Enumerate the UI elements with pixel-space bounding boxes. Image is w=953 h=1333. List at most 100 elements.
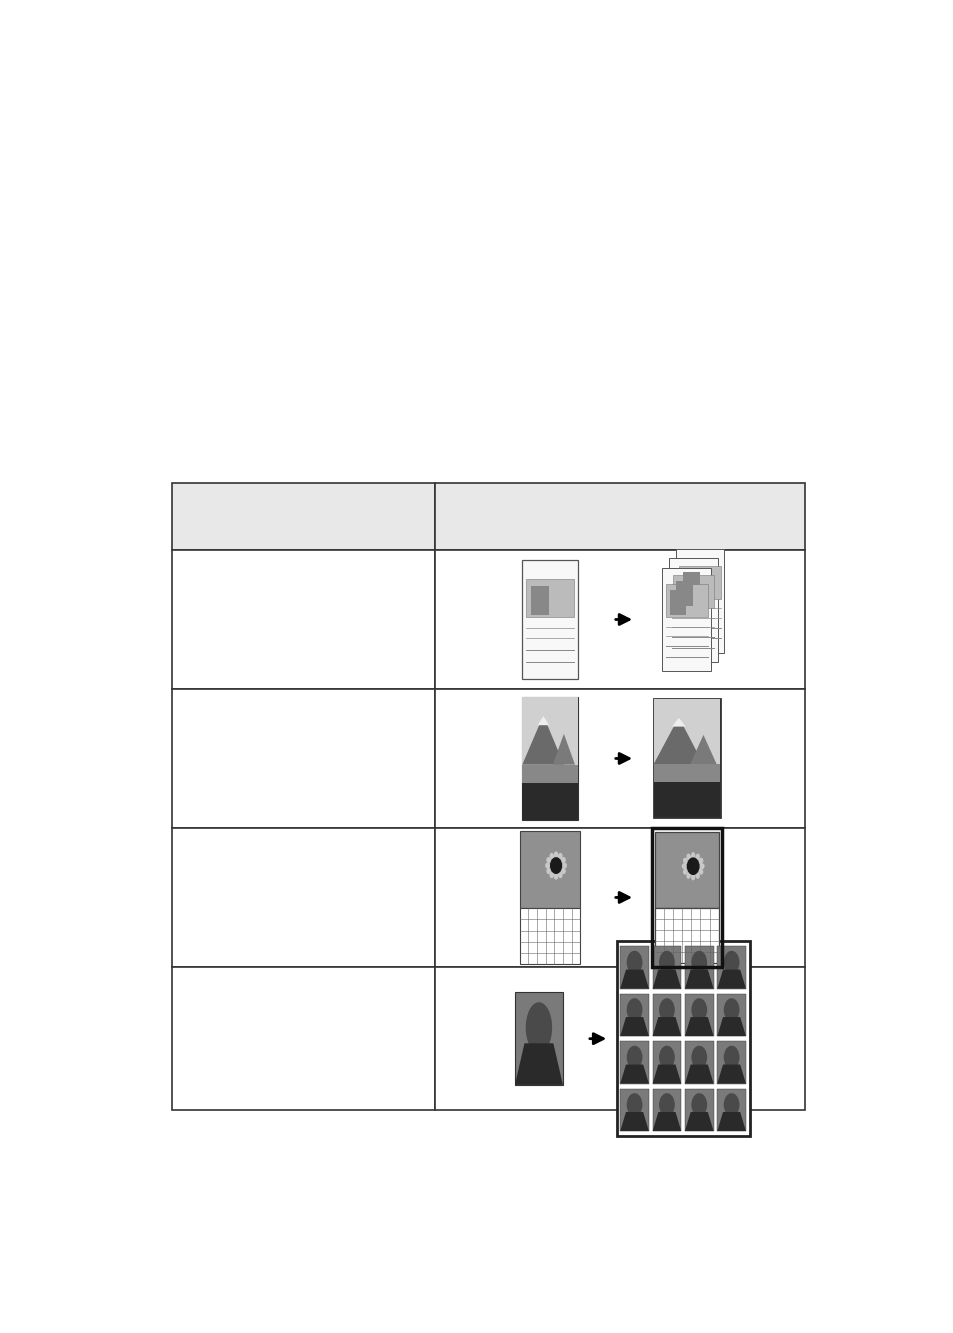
- Ellipse shape: [659, 1045, 674, 1069]
- Polygon shape: [652, 1017, 680, 1036]
- Bar: [616, 941, 749, 1136]
- Ellipse shape: [690, 873, 695, 880]
- Bar: [717, 1041, 745, 1084]
- Polygon shape: [684, 1017, 713, 1036]
- Polygon shape: [652, 1065, 680, 1084]
- Polygon shape: [684, 969, 713, 989]
- Bar: [668, 559, 717, 663]
- Ellipse shape: [686, 853, 690, 860]
- Bar: [684, 994, 713, 1036]
- Bar: [521, 697, 578, 820]
- Polygon shape: [717, 1112, 745, 1132]
- Bar: [652, 1089, 680, 1132]
- Polygon shape: [619, 1017, 648, 1036]
- Ellipse shape: [546, 857, 551, 864]
- Ellipse shape: [525, 1002, 552, 1053]
- Ellipse shape: [695, 872, 700, 878]
- Bar: [682, 572, 699, 597]
- Ellipse shape: [681, 864, 686, 869]
- Polygon shape: [521, 716, 563, 765]
- Bar: [172, 828, 435, 966]
- Polygon shape: [717, 1065, 745, 1084]
- Bar: [655, 832, 718, 908]
- Polygon shape: [689, 734, 716, 764]
- Ellipse shape: [558, 853, 562, 860]
- Polygon shape: [537, 716, 548, 725]
- Bar: [530, 587, 549, 615]
- Ellipse shape: [723, 950, 739, 974]
- Polygon shape: [619, 969, 648, 989]
- Polygon shape: [619, 1065, 648, 1084]
- Bar: [669, 591, 685, 616]
- Polygon shape: [552, 734, 575, 765]
- Ellipse shape: [691, 998, 706, 1021]
- Bar: [521, 697, 578, 765]
- Polygon shape: [652, 1112, 680, 1132]
- Circle shape: [686, 857, 699, 874]
- Ellipse shape: [682, 857, 687, 864]
- Bar: [172, 551, 435, 689]
- Ellipse shape: [695, 853, 700, 860]
- Ellipse shape: [554, 852, 558, 858]
- Bar: [619, 1089, 648, 1132]
- Bar: [619, 946, 648, 989]
- Bar: [435, 484, 804, 551]
- Ellipse shape: [549, 872, 554, 878]
- Ellipse shape: [560, 857, 565, 864]
- Bar: [717, 994, 745, 1036]
- Polygon shape: [652, 969, 680, 989]
- Ellipse shape: [554, 873, 558, 880]
- Ellipse shape: [659, 998, 674, 1021]
- Bar: [665, 584, 707, 617]
- Polygon shape: [717, 969, 745, 989]
- Bar: [519, 908, 579, 964]
- Bar: [521, 765, 578, 782]
- Ellipse shape: [626, 998, 641, 1021]
- Ellipse shape: [544, 862, 550, 869]
- Bar: [717, 1089, 745, 1132]
- Ellipse shape: [682, 868, 687, 874]
- Bar: [619, 994, 648, 1036]
- Bar: [172, 689, 435, 828]
- Bar: [435, 828, 804, 966]
- Bar: [684, 946, 713, 989]
- Bar: [653, 700, 720, 817]
- Bar: [675, 549, 723, 653]
- Ellipse shape: [686, 872, 690, 878]
- Bar: [651, 828, 720, 966]
- Polygon shape: [653, 717, 702, 764]
- Ellipse shape: [626, 1093, 641, 1117]
- Ellipse shape: [691, 950, 706, 974]
- Bar: [521, 560, 578, 678]
- Bar: [435, 966, 804, 1110]
- Ellipse shape: [690, 852, 695, 860]
- Bar: [435, 551, 804, 689]
- Ellipse shape: [698, 857, 702, 864]
- Polygon shape: [684, 1065, 713, 1084]
- Bar: [684, 1041, 713, 1084]
- Ellipse shape: [691, 1093, 706, 1117]
- Polygon shape: [672, 717, 685, 726]
- Bar: [652, 1041, 680, 1084]
- Bar: [672, 575, 714, 608]
- Bar: [684, 1089, 713, 1132]
- Polygon shape: [717, 1017, 745, 1036]
- Ellipse shape: [698, 868, 702, 874]
- Ellipse shape: [626, 950, 641, 974]
- Bar: [661, 568, 710, 672]
- Ellipse shape: [558, 872, 562, 878]
- Bar: [679, 565, 720, 599]
- Ellipse shape: [546, 868, 551, 874]
- Ellipse shape: [626, 1045, 641, 1069]
- Bar: [653, 782, 720, 817]
- Bar: [519, 830, 579, 908]
- Polygon shape: [515, 1044, 562, 1085]
- Bar: [526, 580, 573, 617]
- Bar: [717, 946, 745, 989]
- Bar: [172, 484, 435, 551]
- Bar: [652, 946, 680, 989]
- Ellipse shape: [691, 1045, 706, 1069]
- Ellipse shape: [723, 1093, 739, 1117]
- Ellipse shape: [699, 864, 704, 869]
- Ellipse shape: [723, 998, 739, 1021]
